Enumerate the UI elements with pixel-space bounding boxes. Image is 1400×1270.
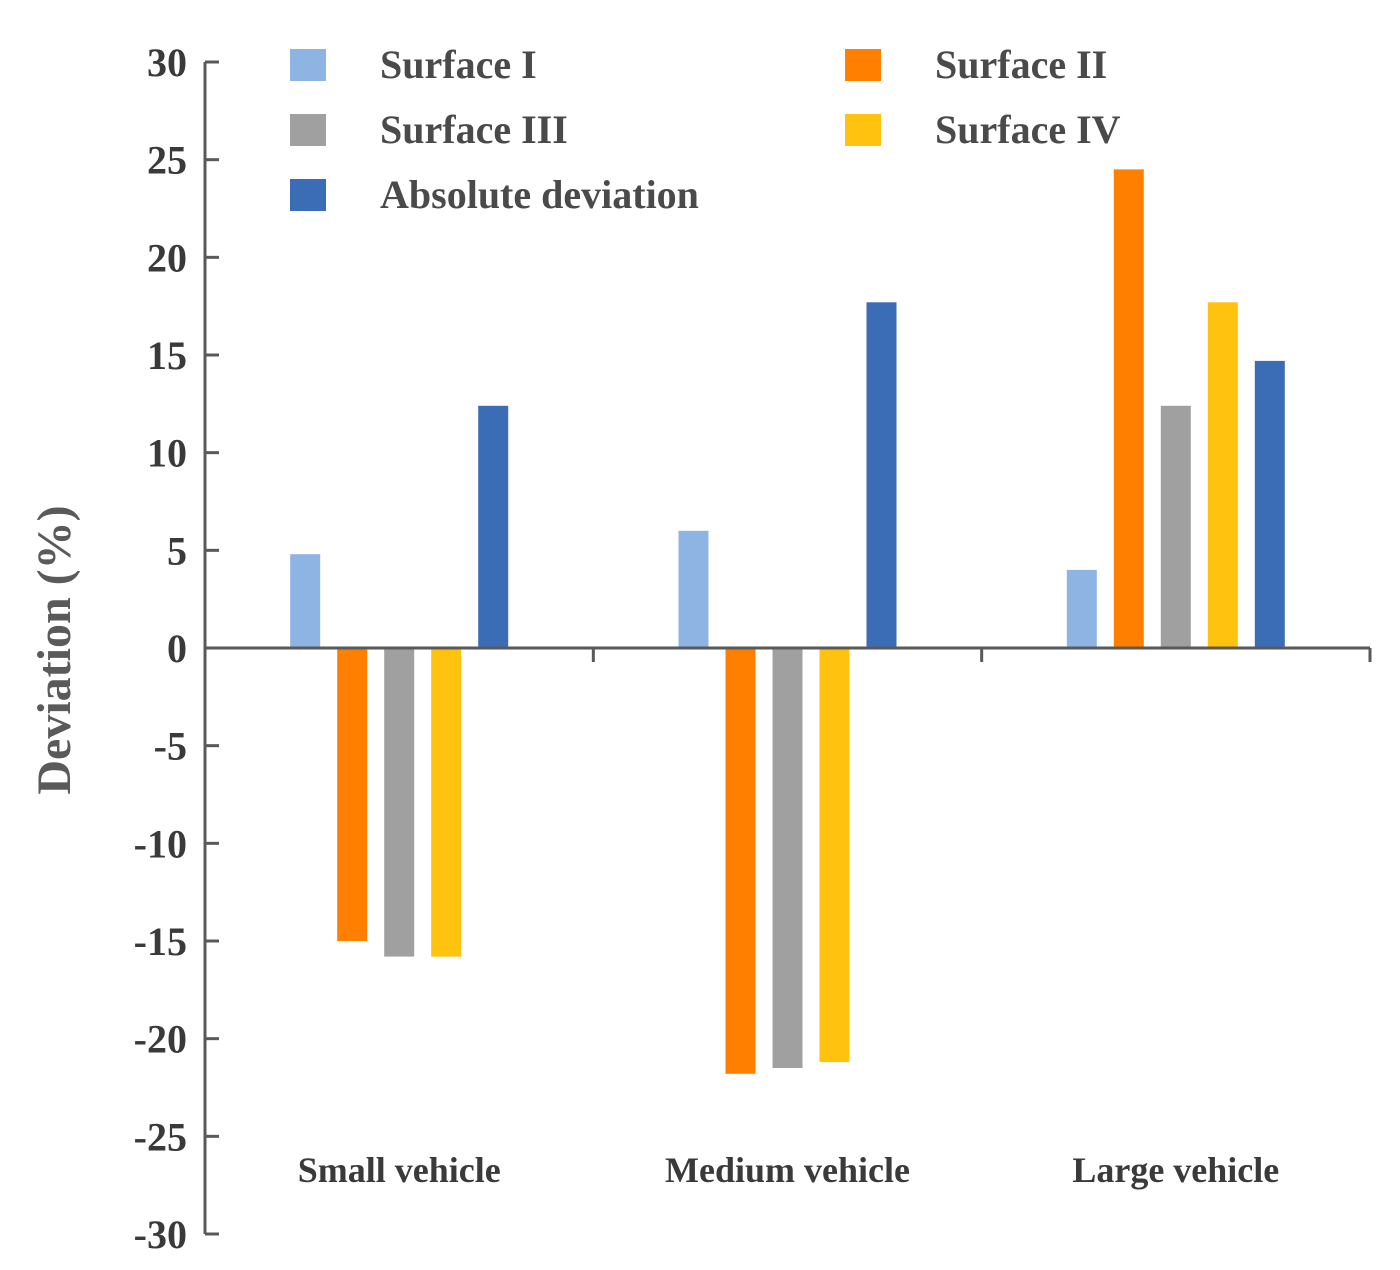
- bar-1-2: [337, 648, 368, 941]
- bar-3-5: [1254, 360, 1285, 648]
- y-tick-label: 15: [147, 333, 187, 378]
- bars-group: [290, 169, 1285, 1074]
- bar-3-3: [1160, 405, 1191, 648]
- y-tick-label: 20: [147, 235, 187, 280]
- legend-label: Surface III: [380, 107, 568, 152]
- bar-1-3: [384, 648, 415, 957]
- bar-1-1: [290, 554, 321, 648]
- y-tick-label: 10: [147, 431, 187, 476]
- bar-2-5: [866, 302, 897, 648]
- y-tick-label: 30: [147, 40, 187, 85]
- bar-1-4: [431, 648, 462, 957]
- bar-2-3: [772, 648, 803, 1068]
- category-label: Large vehicle: [1072, 1150, 1279, 1190]
- legend-label: Surface IV: [935, 107, 1121, 152]
- legend-label: Surface II: [935, 42, 1107, 87]
- legend-swatch: [290, 179, 326, 211]
- bar-3-1: [1066, 569, 1097, 648]
- legend-swatch: [290, 114, 326, 146]
- bar-3-4: [1207, 302, 1238, 648]
- y-tick-label: -15: [134, 919, 187, 964]
- legend-label: Absolute deviation: [380, 172, 699, 217]
- y-tick-label: 25: [147, 138, 187, 183]
- y-tick-label: -5: [154, 724, 187, 769]
- bar-2-1: [678, 530, 709, 648]
- y-tick-label: -20: [134, 1017, 187, 1062]
- legend-swatch: [290, 49, 326, 81]
- y-tick-label: -25: [134, 1114, 187, 1159]
- bar-3-2: [1113, 169, 1144, 648]
- bar-2-4: [819, 648, 850, 1063]
- bar-1-5: [478, 405, 509, 648]
- y-tick-label: -10: [134, 821, 187, 866]
- legend-swatch: [845, 114, 881, 146]
- bar-2-2: [725, 648, 756, 1074]
- category-label: Medium vehicle: [665, 1150, 910, 1190]
- category-label: Small vehicle: [298, 1150, 501, 1190]
- y-tick-label: 5: [167, 528, 187, 573]
- axes-group: Small vehicle Medium vehicle Large vehicle…: [134, 40, 1372, 1257]
- legend: Surface I Surface II Surface III Surface IV…: [290, 42, 1121, 217]
- legend-swatch: [845, 49, 881, 81]
- legend-label: Surface I: [380, 42, 537, 87]
- y-tick-label: 0: [167, 626, 187, 671]
- y-tick-label: -30: [134, 1212, 187, 1257]
- y-axis-title: Deviation (%): [28, 505, 81, 794]
